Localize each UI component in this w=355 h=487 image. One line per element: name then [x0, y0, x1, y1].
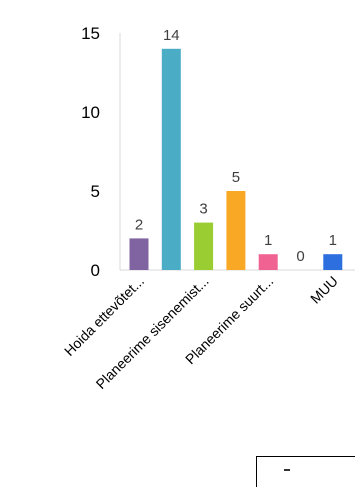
x-tick-labels: Hoida ettevõtet...Planeerime sisenemist.…	[61, 273, 341, 392]
data-label: 2	[135, 216, 143, 233]
data-label: 1	[264, 232, 272, 249]
bars	[129, 48, 343, 270]
data-label: 3	[199, 201, 207, 218]
data-label: 14	[163, 27, 180, 44]
x-tick-label: MUU	[307, 273, 341, 307]
bar	[258, 254, 278, 270]
y-tick-label: 5	[91, 182, 100, 201]
data-label: 5	[232, 169, 240, 186]
bar	[129, 238, 149, 270]
legend-marker	[284, 469, 290, 471]
data-label: 1	[329, 232, 337, 249]
bar	[161, 48, 181, 270]
legend-box	[256, 456, 355, 487]
bar	[323, 254, 343, 270]
data-label: 0	[296, 248, 304, 265]
data-labels: 2 14 3 5 1 0 1	[135, 27, 337, 265]
y-tick-label: 15	[81, 24, 100, 43]
x-tick-label: Planeerime sisenemist...	[93, 273, 212, 392]
y-tick-label: 0	[91, 261, 100, 280]
y-tick-label: 10	[81, 103, 100, 122]
bar	[226, 191, 246, 270]
bar	[194, 222, 214, 270]
y-tick-labels: 0 5 10 15	[81, 24, 100, 280]
